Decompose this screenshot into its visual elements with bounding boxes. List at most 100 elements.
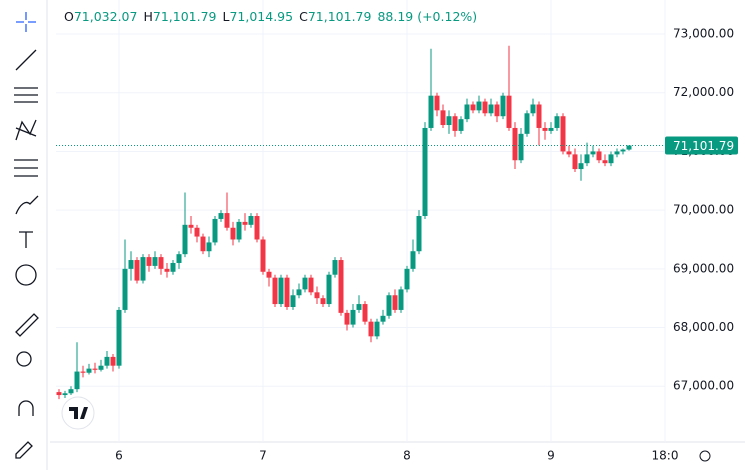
candle-body bbox=[68, 389, 74, 394]
change: 88.19 (+0.12%) bbox=[377, 9, 478, 24]
candle-body bbox=[602, 160, 608, 164]
candle-body bbox=[236, 221, 242, 240]
logo-mark bbox=[69, 407, 88, 419]
candle-body bbox=[218, 213, 224, 219]
ohlc-key: C bbox=[299, 9, 308, 24]
candle-body bbox=[158, 257, 164, 269]
candle-body bbox=[458, 119, 464, 131]
text-tool[interactable] bbox=[19, 231, 33, 248]
candle-body bbox=[470, 104, 476, 111]
candle-body bbox=[452, 116, 458, 131]
candle-body bbox=[242, 221, 248, 225]
candle-body bbox=[560, 116, 566, 152]
candle-body bbox=[524, 113, 530, 134]
candle-body bbox=[554, 116, 560, 128]
candle-body bbox=[368, 321, 374, 337]
candle-body bbox=[506, 95, 512, 128]
ohlc-value: 71,032.07 bbox=[73, 9, 138, 24]
candle-body bbox=[86, 368, 92, 373]
candle-body bbox=[422, 127, 428, 217]
candle-body bbox=[182, 224, 188, 255]
emoji-tool[interactable] bbox=[15, 264, 37, 286]
lock-tool[interactable] bbox=[15, 441, 33, 459]
candle-body bbox=[356, 304, 362, 310]
candle-body bbox=[308, 277, 314, 293]
forecast-tool[interactable] bbox=[14, 159, 38, 177]
candle-body bbox=[584, 154, 590, 164]
candle-body bbox=[140, 257, 146, 281]
candle-body bbox=[278, 277, 284, 305]
candle-body bbox=[116, 309, 122, 366]
x-tick-label: 8 bbox=[403, 449, 411, 463]
candle-body bbox=[362, 304, 368, 322]
candle-body bbox=[194, 227, 200, 237]
ohlc-key: H bbox=[143, 9, 153, 24]
candle-body bbox=[176, 254, 182, 263]
y-tick-label: 67,000.00 bbox=[673, 379, 734, 393]
last-price-label: 71,101.79 bbox=[673, 139, 734, 153]
candle-body bbox=[626, 145, 632, 150]
ohlc-key: O bbox=[64, 9, 74, 24]
candle-body bbox=[530, 104, 536, 114]
candle-body bbox=[512, 127, 518, 161]
candle-body bbox=[62, 393, 68, 396]
candle-body bbox=[542, 127, 548, 131]
candle-body bbox=[296, 289, 302, 296]
candle-body bbox=[590, 151, 596, 155]
candle-body bbox=[536, 104, 542, 128]
last-price-tag bbox=[665, 136, 738, 155]
candle-body bbox=[350, 309, 356, 325]
trend-line-tool[interactable] bbox=[15, 49, 37, 71]
candle-body bbox=[440, 110, 446, 126]
measure-tool[interactable] bbox=[15, 313, 39, 337]
candle-body bbox=[608, 154, 614, 164]
y-tick-label: 70,000.00 bbox=[673, 203, 734, 217]
candle-body bbox=[188, 224, 194, 228]
x-tick-label: 7 bbox=[259, 449, 267, 463]
candle-body bbox=[80, 371, 86, 373]
candle-body bbox=[578, 163, 584, 170]
candle-body bbox=[392, 295, 398, 310]
magnet-tool[interactable] bbox=[18, 400, 34, 416]
candle-body bbox=[344, 312, 350, 325]
x-tick-label: 6 bbox=[115, 449, 123, 463]
candle-body bbox=[332, 260, 338, 275]
settings-icon[interactable] bbox=[699, 450, 711, 462]
fib-tool[interactable] bbox=[14, 87, 38, 103]
candle-body bbox=[104, 356, 110, 366]
crosshair-tool[interactable] bbox=[16, 12, 36, 32]
candle-body bbox=[146, 257, 152, 266]
toolbar[interactable] bbox=[14, 12, 39, 459]
brush-tool[interactable] bbox=[15, 195, 39, 215]
candle-body bbox=[302, 277, 308, 290]
candle-body bbox=[548, 127, 554, 131]
zoom-tool[interactable] bbox=[16, 351, 32, 367]
candle-body bbox=[56, 392, 62, 396]
candle-body bbox=[404, 268, 410, 290]
candle-body bbox=[380, 315, 386, 322]
candle-body bbox=[482, 101, 488, 114]
candle-body bbox=[284, 277, 290, 307]
candle-body bbox=[476, 101, 482, 111]
y-tick-label: 68,000.00 bbox=[673, 320, 734, 334]
candle-body bbox=[566, 151, 572, 155]
candle-body bbox=[110, 356, 116, 366]
ohlc-value: 71,101.79 bbox=[307, 9, 372, 24]
candle-body bbox=[398, 289, 404, 310]
y-tick-label: 69,000.00 bbox=[673, 261, 734, 275]
candle-body bbox=[170, 262, 176, 272]
ohlc-value: 71,014.95 bbox=[229, 9, 294, 24]
candle-body bbox=[338, 260, 344, 313]
ohlc-key: L bbox=[222, 9, 230, 24]
candle-body bbox=[428, 95, 434, 128]
ohlc-legend: O71,032.07 H71,101.79 L71,014.95 C71,101.79… bbox=[64, 9, 477, 24]
candle-body bbox=[446, 116, 452, 126]
candle-body bbox=[248, 216, 254, 225]
candle-body bbox=[164, 268, 170, 272]
candle-body bbox=[596, 151, 602, 161]
pattern-tool[interactable] bbox=[15, 119, 37, 141]
candle-body bbox=[464, 104, 470, 120]
candle-body bbox=[290, 295, 296, 307]
candle-body bbox=[494, 104, 500, 117]
